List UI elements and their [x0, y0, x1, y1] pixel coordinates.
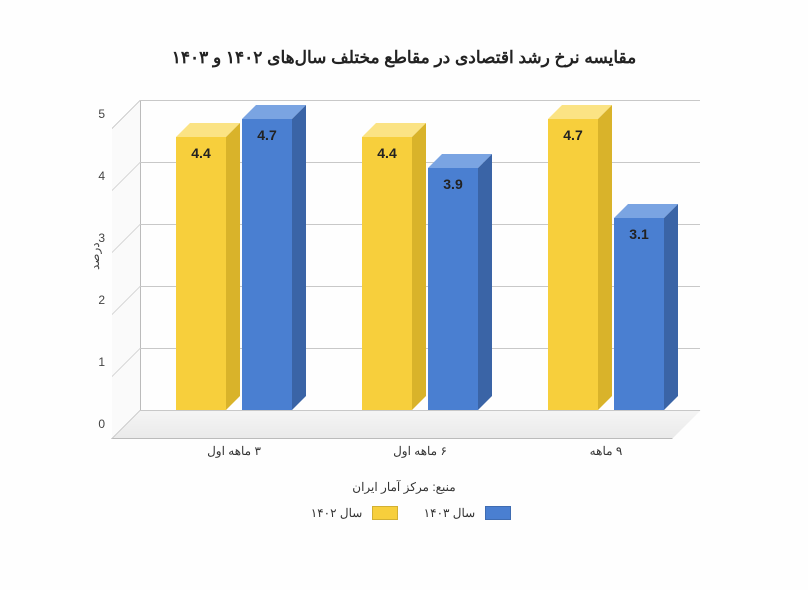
bar-front	[614, 218, 664, 410]
bar-front	[242, 119, 292, 410]
bar-front	[176, 137, 226, 410]
bar-value-label: 4.4	[191, 145, 210, 161]
bar-front	[362, 137, 412, 410]
bar-side	[292, 105, 306, 410]
bar-front	[548, 119, 598, 410]
bar-side	[226, 123, 240, 410]
bar-value-label: 4.7	[563, 127, 582, 143]
x-tick: ۶ ماهه اول	[393, 444, 447, 458]
bar: 3.9	[428, 168, 478, 410]
bar: 4.4	[362, 137, 412, 410]
bar-value-label: 3.1	[629, 226, 648, 242]
grid-line	[140, 100, 700, 101]
plot-area: 012345۳ ماهه اول4.44.7۶ ماهه اول4.43.9۹ …	[140, 100, 700, 410]
chart-title: مقایسه نرخ رشد اقتصادی در مقاطع مختلف سا…	[0, 48, 808, 68]
legend-label-1402: سال ۱۴۰۲	[311, 506, 363, 520]
bar: 4.7	[242, 119, 292, 410]
y-axis-label: درصد	[88, 242, 102, 270]
bar: 3.1	[614, 218, 664, 410]
y-tick: 4	[85, 169, 105, 183]
y-tick: 1	[85, 355, 105, 369]
chart-container: مقایسه نرخ رشد اقتصادی در مقاطع مختلف سا…	[0, 0, 808, 590]
y-tick: 5	[85, 107, 105, 121]
bar-side	[598, 105, 612, 410]
chart-legend: سال ۱۴۰۳ سال ۱۴۰۲	[0, 505, 808, 520]
legend-swatch-1403	[485, 506, 511, 520]
bar-value-label: 4.7	[257, 127, 276, 143]
legend-label-1403: سال ۱۴۰۳	[424, 506, 476, 520]
bar-value-label: 3.9	[443, 176, 462, 192]
bar-side	[664, 204, 678, 410]
chart-source: منبع: مرکز آمار ایران	[0, 480, 808, 494]
y-tick: 2	[85, 293, 105, 307]
legend-swatch-1402	[372, 506, 398, 520]
bar: 4.4	[176, 137, 226, 410]
plot-floor	[111, 410, 701, 439]
y-tick: 0	[85, 417, 105, 431]
grid-line	[140, 410, 700, 411]
bar-value-label: 4.4	[377, 145, 396, 161]
x-tick: ۹ ماهه	[590, 444, 623, 458]
bar-side	[412, 123, 426, 410]
y-tick: 3	[85, 231, 105, 245]
bar-side	[478, 154, 492, 410]
x-tick: ۳ ماهه اول	[207, 444, 261, 458]
bar-front	[428, 168, 478, 410]
plot-sidewall	[112, 100, 140, 439]
bar: 4.7	[548, 119, 598, 410]
